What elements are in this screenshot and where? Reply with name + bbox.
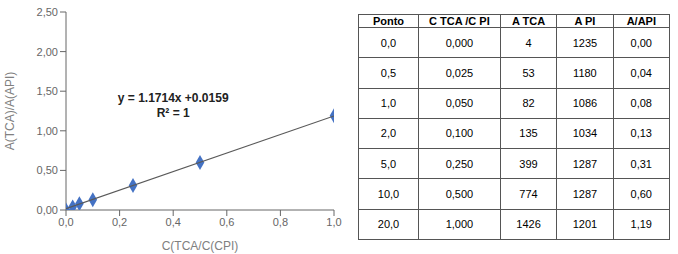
html-text:2,0: 2,0 bbox=[380, 127, 397, 140]
html-text:1,000: 1,000 bbox=[445, 218, 474, 231]
html-text:0,31: 0,31 bbox=[630, 157, 652, 170]
svg-text:R² = 1: R² = 1 bbox=[157, 106, 190, 120]
html-text:0,025: 0,025 bbox=[445, 66, 474, 79]
svg-text:1,00: 1,00 bbox=[37, 125, 58, 137]
html-text:0,250: 0,250 bbox=[445, 157, 474, 170]
html-text:0,050: 0,050 bbox=[445, 97, 474, 110]
svg-text:C(TCA/C(CPI): C(TCA/C(CPI) bbox=[162, 239, 239, 253]
svg-text:0,0: 0,0 bbox=[58, 216, 73, 228]
svg-text:y = 1.1714x +0.0159: y = 1.1714x +0.0159 bbox=[118, 91, 229, 105]
html-text:5,0: 5,0 bbox=[380, 157, 397, 170]
html-text:0,13: 0,13 bbox=[630, 127, 652, 140]
html-text:1180: 1180 bbox=[573, 66, 597, 79]
html-text:1201: 1201 bbox=[572, 218, 598, 231]
html-text:20,0: 20,0 bbox=[377, 218, 400, 231]
html-text:0,0: 0,0 bbox=[380, 36, 397, 49]
html-text:399: 399 bbox=[519, 157, 538, 170]
svg-text:0,8: 0,8 bbox=[273, 216, 288, 228]
svg-text:0,2: 0,2 bbox=[112, 216, 127, 228]
html-text:4: 4 bbox=[525, 36, 532, 49]
html-text:1287: 1287 bbox=[572, 188, 598, 200]
html-text:53: 53 bbox=[522, 66, 535, 79]
svg-text:A(TCA)/A(API): A(TCA)/A(API) bbox=[8, 72, 17, 151]
svg-text:1,0: 1,0 bbox=[326, 216, 341, 228]
svg-text:0,6: 0,6 bbox=[219, 216, 234, 228]
html-text:0,100: 0,100 bbox=[445, 127, 474, 140]
svg-text:1,50: 1,50 bbox=[37, 85, 58, 97]
html-text:0,00: 0,00 bbox=[630, 36, 652, 49]
html-text:0,08: 0,08 bbox=[630, 97, 652, 110]
html-text:0,500: 0,500 bbox=[445, 188, 474, 200]
html-text:774: 774 bbox=[519, 188, 538, 200]
html-text:1034: 1034 bbox=[572, 127, 598, 140]
html-text:Ponto: Ponto bbox=[372, 15, 405, 27]
html-text:1235: 1235 bbox=[572, 36, 598, 49]
svg-text:0,4: 0,4 bbox=[166, 216, 181, 228]
html-text:135: 135 bbox=[519, 127, 538, 140]
html-text:A/API: A/API bbox=[626, 15, 656, 27]
html-text:1426: 1426 bbox=[516, 218, 541, 231]
html-text:0,60: 0,60 bbox=[630, 188, 652, 200]
svg-text:2,50: 2,50 bbox=[37, 6, 58, 18]
html-text:1287: 1287 bbox=[572, 157, 598, 170]
html-text:1,19: 1,19 bbox=[630, 218, 652, 231]
html-text:10,0: 10,0 bbox=[377, 188, 400, 200]
svg-text:2,00: 2,00 bbox=[37, 46, 58, 58]
html-text:82: 82 bbox=[522, 97, 535, 110]
html-text:0,5: 0,5 bbox=[380, 66, 397, 79]
svg-text:0,50: 0,50 bbox=[37, 164, 58, 176]
html-text:1086: 1086 bbox=[572, 97, 598, 110]
html-text:A PI: A PI bbox=[574, 15, 596, 27]
svg-text:0,00: 0,00 bbox=[37, 204, 58, 216]
html-text:0,04: 0,04 bbox=[630, 66, 652, 79]
html-text:A TCA: A TCA bbox=[511, 15, 546, 27]
html-text:C TCA /C PI: C TCA /C PI bbox=[429, 15, 490, 27]
html-text:0,000: 0,000 bbox=[445, 36, 474, 49]
html-text:1,0: 1,0 bbox=[380, 97, 397, 110]
